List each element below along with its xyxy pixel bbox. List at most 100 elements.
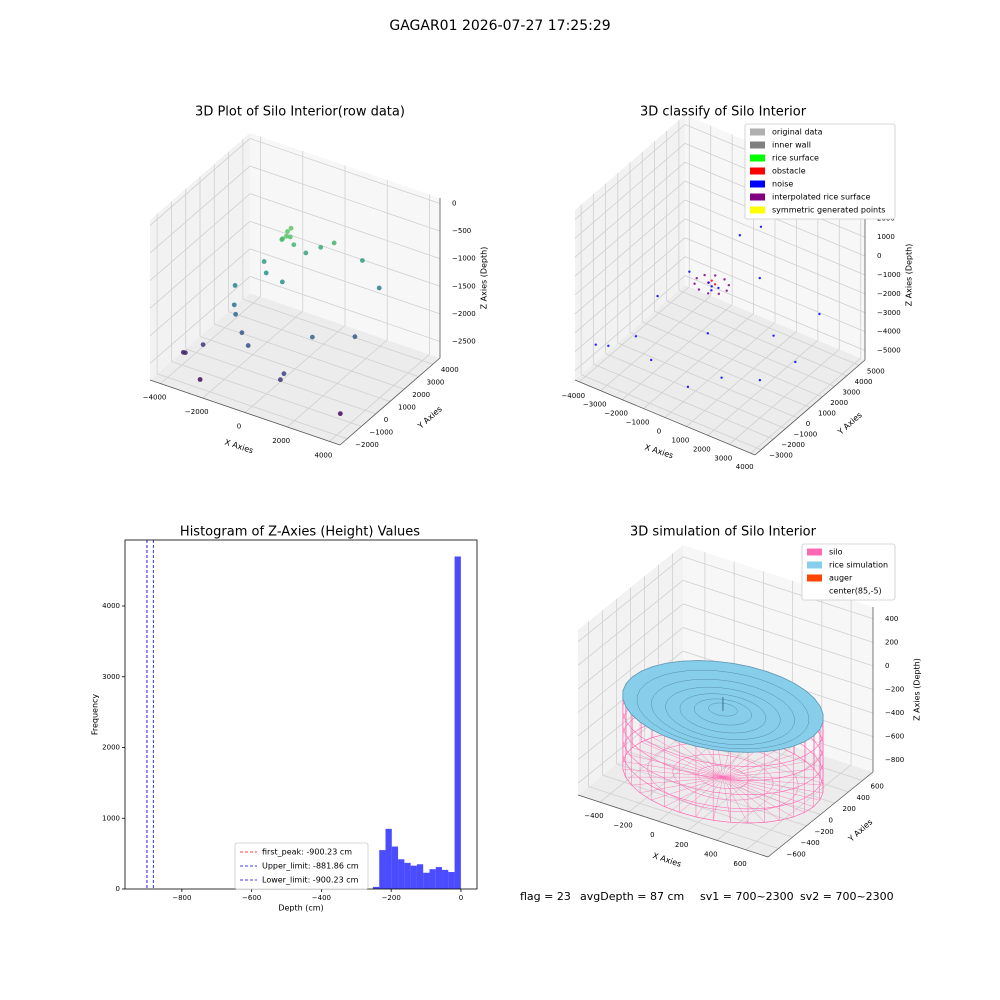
legend-swatch [750, 167, 765, 175]
point [376, 285, 382, 291]
z-tick-label: −800 [885, 756, 904, 764]
z-tick-label: −200 [885, 686, 904, 694]
silo-wireframe [722, 777, 749, 824]
z-tick-label: 0 [452, 200, 456, 208]
y-grid-line [593, 363, 774, 440]
z-grid-line [574, 180, 686, 277]
z-grid-line [574, 161, 686, 258]
x-tick-label: 0 [657, 428, 661, 436]
point [710, 289, 713, 292]
x-axis-label: X Axies [652, 851, 683, 869]
chart-title: 3D classify of Silo Interior [640, 105, 807, 120]
x-axis-label: X Axies [224, 438, 255, 456]
y-tick-label: 0 [384, 416, 388, 424]
point [713, 283, 717, 286]
z-grid-line [574, 256, 686, 352]
z-grid-line [577, 603, 684, 690]
legend-label: Lower_limit: -900.23 cm [262, 876, 359, 885]
point [594, 343, 597, 346]
y-tick-label: −200 [815, 828, 834, 836]
axis-line [767, 771, 874, 858]
z-grid-line [574, 124, 686, 220]
point [359, 258, 365, 263]
point [261, 259, 267, 264]
y-tick-label: 2000 [830, 399, 848, 407]
point [263, 270, 269, 276]
legend-swatch [807, 561, 822, 569]
z-tick-label: −2000 [877, 290, 901, 298]
x-tick-label: 0 [650, 831, 654, 839]
x-tick-label: −400 [312, 894, 331, 902]
silo-wireframe [641, 741, 724, 778]
bar [448, 872, 455, 889]
point [245, 343, 251, 348]
legend-box [801, 543, 896, 601]
x-tick-label: −2000 [604, 410, 628, 418]
z-tick-label: −600 [885, 733, 904, 741]
z-grid-line [574, 143, 686, 239]
bar [435, 867, 443, 889]
z-grid-line [249, 248, 441, 315]
point [649, 358, 653, 362]
z-grid-line [682, 556, 874, 620]
x-tick-label: −200 [614, 822, 633, 830]
z-tick-label: −500 [452, 227, 471, 235]
z-grid-line [149, 248, 251, 337]
z-grid-line [574, 275, 686, 371]
z-tick-label: −1500 [452, 282, 476, 290]
bar [398, 859, 405, 889]
z-tick-label: −4000 [877, 328, 901, 336]
point [232, 283, 238, 288]
plot-frame [124, 539, 478, 890]
legend-swatch [750, 141, 765, 149]
y-tick-label: 4000 [441, 366, 459, 374]
legend-label: rice surface [772, 154, 819, 163]
x-tick-label: −800 [172, 894, 191, 902]
point [794, 360, 797, 364]
y-grid-line [214, 323, 405, 390]
y-tick-label: 200 [843, 805, 856, 813]
z-grid-line [682, 627, 874, 690]
z-tick-label: −5000 [877, 347, 901, 355]
point [738, 234, 742, 237]
point [758, 276, 761, 280]
silo-wireframe [651, 776, 724, 801]
y-grid-line [642, 321, 823, 398]
legend-swatch [807, 548, 822, 556]
point [723, 278, 726, 281]
bar [429, 869, 436, 889]
bar [416, 864, 424, 889]
y-tick-label: 1000 [102, 814, 120, 822]
point [703, 273, 706, 277]
legend-label: Upper_limit: -881.86 cm [262, 862, 359, 871]
point [309, 334, 315, 340]
z-grid-line [577, 580, 684, 666]
silo-wireframe [722, 754, 795, 778]
axis-line [339, 357, 441, 446]
y-grid-line [580, 374, 762, 451]
y-grid-line [199, 336, 391, 402]
legend-swatch [750, 193, 765, 201]
silo-wireframe [722, 777, 794, 818]
y-grid-line [654, 311, 835, 387]
z-axis-label: Z Axies (Depth) [913, 658, 922, 721]
z-tick-label: −2500 [452, 337, 476, 345]
y-tick-label: −600 [787, 851, 806, 859]
z-grid-line [684, 237, 866, 314]
x-tick-label: −400 [584, 812, 603, 820]
point [818, 312, 821, 316]
legend-label: symmetric generated points [772, 206, 885, 215]
chart-title: 3D simulation of Silo Interior [630, 525, 817, 540]
x-tick-label: 4000 [315, 451, 333, 459]
z-tick-label: 0 [885, 662, 889, 670]
point [695, 277, 698, 280]
z-tick-label: 1000 [877, 233, 895, 241]
legend-label: original data [772, 128, 823, 137]
legend-label: auger [829, 574, 853, 583]
z-grid-line [682, 603, 874, 667]
point [291, 242, 297, 248]
figure-title: GAGAR01 2026-07-27 17:25:29 [389, 18, 610, 34]
legend-label: inner wall [772, 141, 811, 150]
silo-wireframe [679, 777, 724, 813]
